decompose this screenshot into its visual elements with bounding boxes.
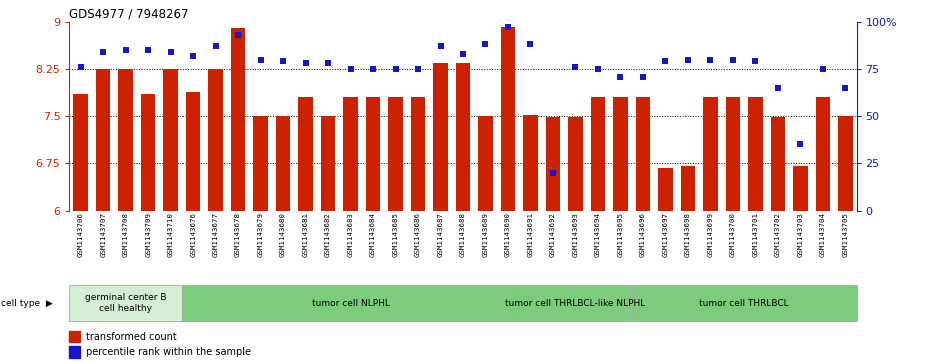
Text: tumor cell THRLBCL-like NLPHL: tumor cell THRLBCL-like NLPHL (506, 299, 645, 307)
Point (186, 53, 201, 59)
Bar (632, 285, 857, 321)
Point (388, 66, 403, 72)
Point (433, 44, 448, 49)
Text: cell type  ▶: cell type ▶ (1, 299, 53, 307)
Bar (366, 97, 381, 211)
Bar (523, 115, 538, 211)
Bar (681, 167, 695, 211)
Point (545, 170, 560, 176)
Bar (793, 167, 807, 211)
Point (73, 64, 88, 70)
Bar (726, 97, 740, 211)
Point (501, 25, 516, 30)
Point (456, 51, 470, 57)
Bar (519, 285, 632, 321)
Bar (320, 116, 335, 211)
Bar (69, 331, 80, 342)
Point (658, 58, 673, 64)
Bar (186, 92, 200, 211)
Bar (478, 116, 493, 211)
Point (141, 47, 156, 53)
Point (770, 85, 785, 91)
Bar (388, 97, 403, 211)
Bar (69, 346, 80, 358)
Point (231, 32, 245, 38)
Bar (208, 69, 223, 211)
Point (366, 66, 381, 72)
Text: tumor cell THRLBCL: tumor cell THRLBCL (699, 299, 789, 307)
Bar (635, 97, 650, 211)
Point (119, 47, 133, 53)
Point (591, 66, 606, 72)
Bar (298, 97, 313, 211)
Bar (703, 97, 718, 211)
Bar (96, 69, 110, 211)
Bar (73, 94, 88, 211)
Point (568, 64, 582, 70)
Point (838, 85, 853, 91)
Point (320, 60, 335, 66)
Point (95, 49, 110, 55)
Bar (748, 97, 763, 211)
Point (635, 74, 650, 79)
Bar (591, 97, 606, 211)
Bar (141, 94, 156, 211)
Text: GDS4977 / 7948267: GDS4977 / 7948267 (69, 8, 189, 21)
Bar (770, 117, 785, 211)
Point (523, 41, 538, 47)
Bar (344, 97, 357, 211)
Point (793, 142, 807, 147)
Bar (816, 97, 830, 211)
Point (613, 74, 628, 79)
Bar (658, 168, 672, 211)
Bar (569, 117, 582, 211)
Bar (231, 28, 245, 211)
Point (344, 66, 358, 72)
Point (478, 41, 493, 47)
Bar (433, 63, 448, 211)
Bar (613, 97, 628, 211)
Bar (119, 69, 133, 211)
Bar (276, 116, 291, 211)
Text: transformed count: transformed count (86, 331, 177, 342)
Text: percentile rank within the sample: percentile rank within the sample (86, 347, 251, 357)
Bar (838, 116, 853, 211)
Point (725, 57, 740, 62)
Text: germinal center B
cell healthy: germinal center B cell healthy (85, 293, 167, 313)
Bar (456, 63, 470, 211)
Point (748, 58, 763, 64)
Point (298, 60, 313, 66)
Point (208, 44, 223, 49)
Point (816, 66, 831, 72)
Point (276, 58, 291, 64)
Point (681, 57, 695, 62)
Bar (163, 69, 178, 211)
Point (410, 66, 425, 72)
Point (163, 49, 178, 55)
Bar (69, 285, 181, 321)
Bar (501, 27, 515, 211)
Point (253, 57, 268, 62)
Point (703, 57, 718, 62)
Bar (545, 117, 560, 211)
Bar (181, 285, 519, 321)
Bar (411, 97, 425, 211)
Bar (254, 116, 268, 211)
Text: tumor cell NLPHL: tumor cell NLPHL (312, 299, 390, 307)
